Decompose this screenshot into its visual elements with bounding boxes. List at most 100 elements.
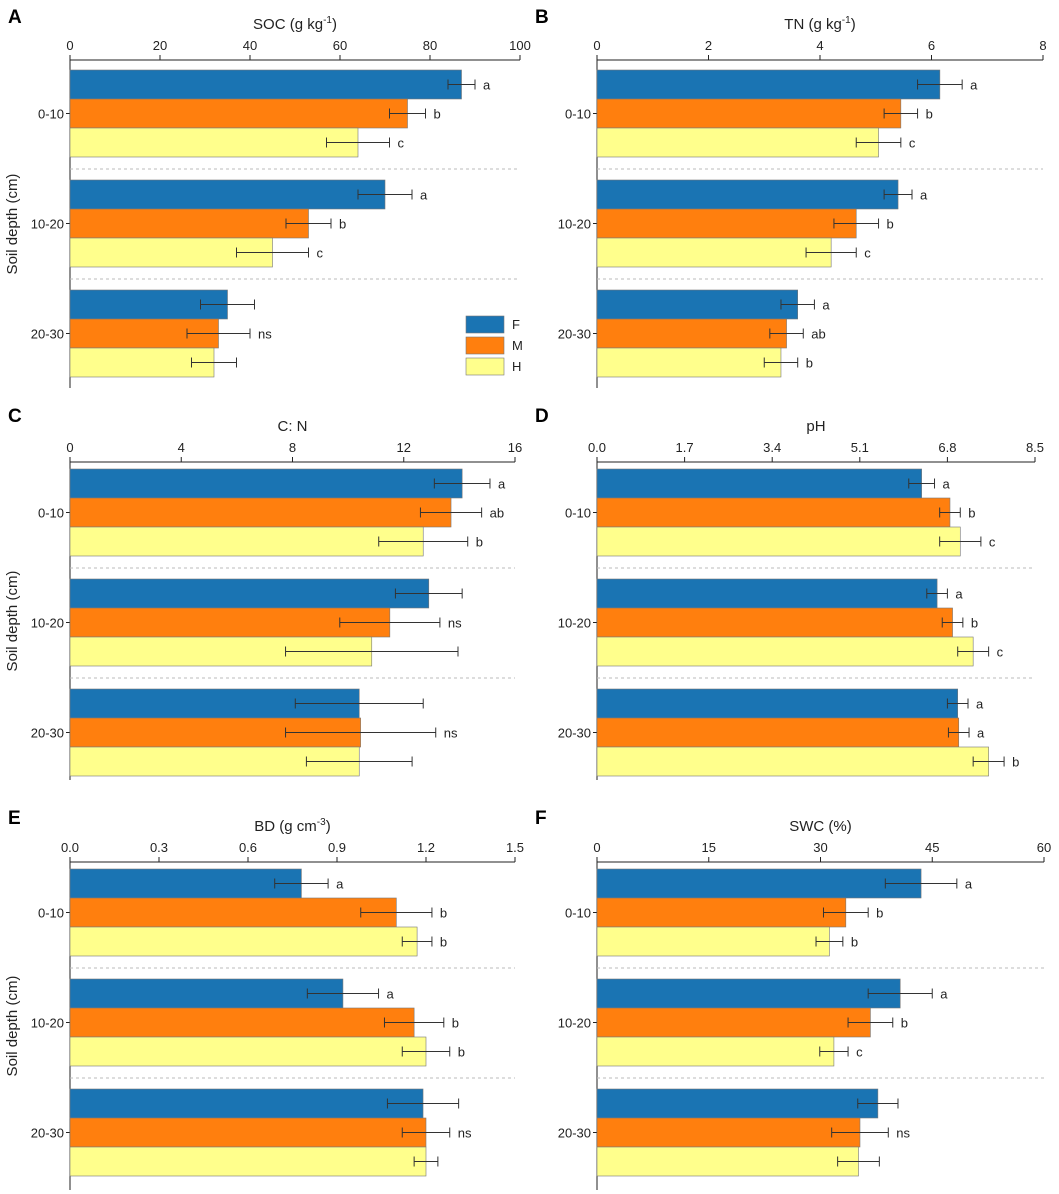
significance-label: a [498, 477, 506, 492]
x-tick-label: 60 [1037, 840, 1051, 855]
significance-label: b [440, 935, 447, 950]
significance-label: ns [448, 616, 462, 631]
bar-H [69, 526, 424, 557]
category-label: 10-20 [558, 616, 591, 631]
category-label: 0-10 [565, 107, 591, 122]
x-tick-label: 1.7 [676, 440, 694, 455]
bar-H [69, 1036, 427, 1067]
significance-label: ab [811, 327, 825, 342]
legend-label: M [512, 338, 523, 353]
x-tick-label: 100 [509, 38, 531, 53]
axis-title: SWC (%) [789, 818, 852, 835]
bar-F [69, 578, 430, 609]
y-axis-label: Soil depth (cm) [4, 571, 21, 672]
bar-M [69, 607, 391, 638]
legend-label: F [512, 317, 520, 332]
bar-H [596, 636, 974, 667]
x-tick-label: 0 [66, 440, 73, 455]
bar-H [596, 237, 832, 268]
x-tick-label: 8.5 [1026, 440, 1044, 455]
x-tick-label: 3.4 [763, 440, 781, 455]
significance-label: a [977, 726, 985, 741]
category-label: 10-20 [558, 1016, 591, 1031]
category-label: 20-30 [558, 726, 591, 741]
x-tick-label: 0.6 [239, 840, 257, 855]
significance-label: a [940, 987, 948, 1002]
axis-title: SOC (g kg-1) [253, 15, 337, 33]
significance-label: b [339, 217, 346, 232]
bar-F [69, 179, 386, 210]
x-tick-label: 2 [705, 38, 712, 53]
x-tick-label: 1.2 [417, 840, 435, 855]
bar-M [596, 1007, 871, 1038]
x-tick-label: 0.3 [150, 840, 168, 855]
legend-swatch-H [465, 357, 505, 376]
panel-B: B TN (g kg-1)0 2 4 6 80-10abc10-20abc20-30aab… [535, 7, 1047, 388]
bar-M [69, 208, 309, 239]
x-tick-label: 6.8 [938, 440, 956, 455]
significance-label: ns [258, 327, 272, 342]
bar-H [69, 926, 418, 957]
x-tick-label: 30 [813, 840, 827, 855]
bar-M [596, 318, 787, 349]
significance-label: ns [458, 1126, 472, 1141]
x-tick-label: 8 [1039, 38, 1046, 53]
significance-label: b [434, 107, 441, 122]
bar-M [69, 1007, 415, 1038]
x-tick-label: 0.0 [61, 840, 79, 855]
category-label: 0-10 [565, 506, 591, 521]
legend-label: H [512, 359, 521, 374]
bar-M [596, 497, 951, 528]
significance-label: b [1012, 755, 1019, 770]
x-tick-label: 0.9 [328, 840, 346, 855]
panel-letter: A [8, 7, 22, 28]
category-label: 0-10 [38, 107, 64, 122]
significance-label: b [887, 217, 894, 232]
significance-label: b [806, 356, 813, 371]
x-tick-label: 5.1 [851, 440, 869, 455]
significance-label: a [387, 987, 395, 1002]
bar-F [596, 868, 922, 899]
category-label: 20-30 [558, 1126, 591, 1141]
significance-label: b [452, 1016, 459, 1031]
bar-H [596, 926, 830, 957]
significance-label: b [476, 535, 483, 550]
bar-H [69, 1146, 427, 1177]
bar-M [596, 897, 847, 928]
significance-label: b [968, 506, 975, 521]
x-tick-label: 8 [289, 440, 296, 455]
bar-F [69, 978, 344, 1009]
x-tick-label: 4 [816, 38, 823, 53]
x-tick-label: 0 [66, 38, 73, 53]
category-label: 0-10 [38, 506, 64, 521]
legend-swatch-F [465, 315, 505, 334]
bar-H [596, 1036, 835, 1067]
bar-F [596, 1088, 879, 1119]
x-tick-label: 0.0 [588, 440, 606, 455]
bar-M [69, 897, 397, 928]
significance-label: c [909, 136, 916, 151]
x-tick-label: 0 [593, 38, 600, 53]
bar-M [596, 98, 902, 129]
axis-title: BD (g cm-3) [254, 817, 330, 835]
significance-label: c [856, 1045, 863, 1060]
bar-F [596, 468, 922, 499]
bar-F [596, 578, 938, 609]
x-tick-label: 4 [178, 440, 185, 455]
significance-label: b [458, 1045, 465, 1060]
panel-letter: E [8, 808, 21, 829]
bar-F [596, 179, 899, 210]
significance-label: b [851, 935, 858, 950]
significance-label: c [864, 246, 871, 261]
significance-label: a [965, 877, 973, 892]
significance-label: ns [896, 1126, 910, 1141]
significance-label: b [876, 906, 883, 921]
bar-F [596, 978, 901, 1009]
panel-E: E BD (g cm-3) 0.0 0.3 0.6 0.9 1.2 1.5 Soil depth… [4, 808, 524, 1190]
category-label: 0-10 [565, 906, 591, 921]
x-tick-label: 60 [333, 38, 347, 53]
x-tick-label: 80 [423, 38, 437, 53]
category-label: 10-20 [558, 217, 591, 232]
panel-F: F SWC (%) 0 15 30 45 60 0-10 a b b 10-20 a b c 20-30 ns [535, 808, 1051, 1190]
